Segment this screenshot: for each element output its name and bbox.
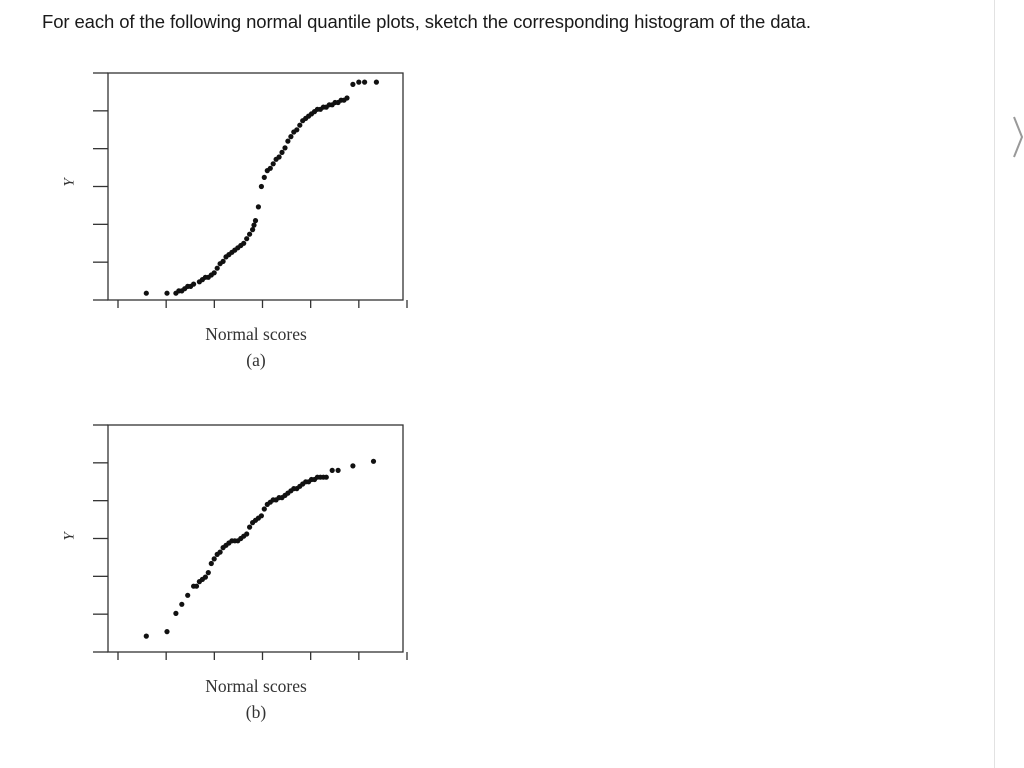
plot-a-data-point [191, 281, 197, 287]
plot-b-data-point [335, 467, 341, 473]
plot-a-data-point [220, 258, 226, 264]
plot-b-data-point [205, 570, 211, 576]
plot-b-data-point [350, 463, 356, 469]
plot-a-data-point [143, 290, 149, 296]
plot-a-data-point [344, 95, 350, 101]
plot-a-data-point [276, 154, 282, 160]
plot-b-canvas [93, 424, 408, 660]
plot-b-caption: (b) [245, 702, 267, 722]
plot-a-data-point [255, 204, 261, 210]
plot-a-data-point [282, 145, 288, 151]
plot-a-data-point [350, 81, 356, 87]
plot-a-data-point [270, 161, 276, 167]
plot-b-data-point [329, 467, 335, 473]
plot-a-data-point [267, 165, 273, 171]
plot-a-data-point [297, 122, 303, 128]
plot-a-data-point [164, 290, 170, 296]
chevron-right-icon[interactable] [1012, 115, 1024, 159]
question-text: For each of the following normal quantil… [42, 11, 811, 32]
plot-a-data-point [244, 236, 250, 242]
plot-a-data-point [279, 149, 285, 155]
plot-a-data-point [247, 231, 253, 237]
plot-a-data-point [356, 79, 362, 85]
plot-b-data-point [179, 601, 185, 607]
plot-a-data-point [373, 79, 379, 85]
plot-b-data-point [261, 506, 267, 512]
plot-b-data-point [193, 583, 200, 589]
plot-b-data-point [370, 458, 377, 464]
plot-b-data-point [217, 549, 223, 555]
plot-b-data-point [143, 633, 149, 639]
plot-a-xlabel: Normal scores [205, 324, 307, 344]
plot-a-ylabel: Y [61, 178, 78, 187]
plot-b-data-point [164, 629, 170, 635]
plot-b-data-point [323, 474, 329, 480]
plot-a-data-point [261, 174, 267, 180]
plot-a-caption: (a) [246, 350, 266, 370]
plot-a-data-point [211, 270, 217, 276]
plot-b-xlabel: Normal scores [205, 676, 307, 696]
plot-a-data-point [288, 134, 294, 140]
plot-b-data-point [208, 560, 214, 567]
plot-a-data-point [362, 79, 368, 85]
plot-a-data-point [285, 138, 291, 144]
plot-b-data-point [244, 531, 250, 537]
plot-a-canvas [93, 72, 408, 308]
plot-a-frame [107, 72, 404, 301]
plot-b-data-point [247, 524, 253, 530]
plot-a-data-point [294, 127, 300, 133]
plot-b-data-point [211, 556, 217, 562]
plot-b-frame [107, 424, 404, 653]
plot-a-data-point [250, 227, 256, 233]
plot-a-data-point [258, 183, 264, 190]
plot-b-ylabel: Y [61, 532, 78, 541]
plot-a-data-point [252, 218, 259, 224]
quantile-plot-b: Y Normal scores (b) [60, 414, 420, 739]
plot-a-data-point [241, 240, 247, 246]
right-divider [994, 0, 995, 768]
plot-b-data-point [185, 592, 191, 598]
plot-b-data-point [258, 513, 264, 519]
plot-a-data-point [251, 222, 257, 228]
quantile-plot-a: Y Normal scores (a) [60, 62, 420, 387]
plot-b-data-point [202, 574, 208, 580]
plot-a-data-point [214, 265, 220, 271]
plot-b-data-point [173, 610, 179, 616]
